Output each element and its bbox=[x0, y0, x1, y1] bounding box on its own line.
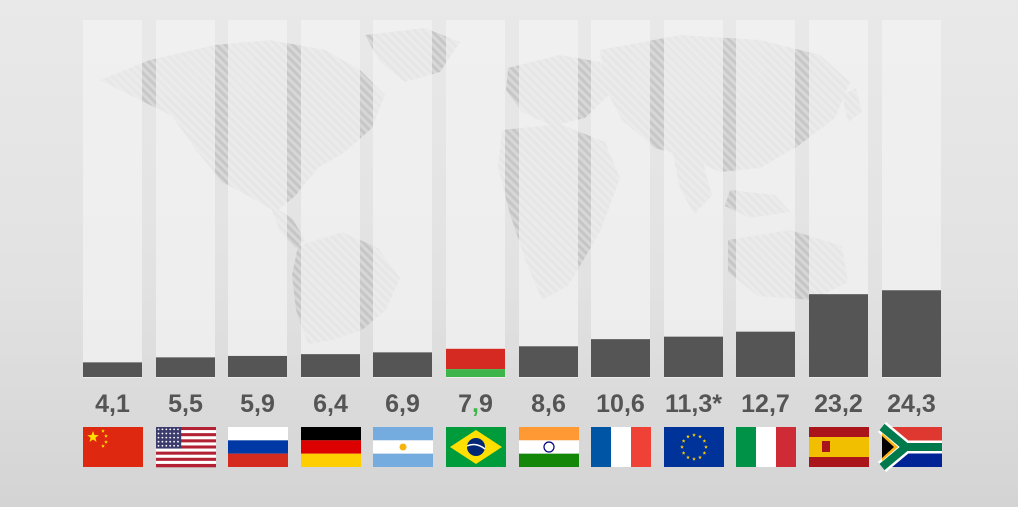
bar-group: 7,9 bbox=[446, 20, 506, 467]
value-label: 5,9 bbox=[240, 390, 275, 418]
germany-flag-icon bbox=[301, 427, 361, 467]
bar-track bbox=[736, 20, 795, 378]
bar-group: 4,1 bbox=[83, 20, 143, 467]
china-flag-icon bbox=[83, 427, 143, 467]
bar-group: 12,7 bbox=[736, 20, 796, 467]
bar bbox=[809, 294, 868, 377]
value-label: 11,3* bbox=[665, 390, 722, 418]
bar-track bbox=[591, 20, 650, 378]
bar-track bbox=[519, 20, 578, 378]
bar bbox=[83, 362, 142, 377]
value-label: 12,7 bbox=[741, 390, 790, 418]
bar bbox=[519, 346, 578, 377]
bar bbox=[301, 354, 360, 377]
bar bbox=[591, 339, 650, 377]
russia-flag-icon bbox=[228, 427, 288, 467]
brazil-flag-icon bbox=[446, 427, 506, 467]
italy-flag-icon bbox=[736, 427, 796, 467]
india-flag-icon bbox=[519, 427, 579, 467]
eu-flag-icon bbox=[664, 427, 724, 467]
argentina-flag-icon bbox=[373, 427, 433, 467]
value-label: 7,9 bbox=[458, 390, 493, 418]
value-label: 10,6 bbox=[596, 390, 645, 418]
bar bbox=[664, 336, 723, 377]
bar-track bbox=[373, 20, 432, 378]
value-label: 24,3 bbox=[887, 390, 936, 418]
bar-group: 23,2 bbox=[809, 20, 869, 467]
value-label: 6,4 bbox=[313, 390, 348, 418]
france-flag-icon bbox=[591, 427, 651, 467]
bar-group: 5,5 bbox=[156, 20, 216, 468]
bar-group: 6,9 bbox=[373, 20, 433, 467]
value-label: 23,2 bbox=[814, 390, 863, 418]
bar bbox=[373, 352, 432, 377]
value-label: 5,5 bbox=[168, 390, 203, 418]
bar-group: 5,9 bbox=[228, 20, 288, 467]
bar-group: 8,6 bbox=[519, 20, 579, 467]
bar bbox=[156, 357, 215, 377]
usa-flag-icon bbox=[156, 427, 216, 468]
bar-group: 10,6 bbox=[591, 20, 651, 467]
bar-track bbox=[228, 20, 287, 378]
bar bbox=[228, 355, 287, 377]
bar bbox=[446, 348, 505, 370]
south-africa-flag-icon bbox=[877, 422, 942, 472]
value-label: 8,6 bbox=[531, 390, 566, 418]
bar-track bbox=[83, 20, 142, 378]
bar-segment bbox=[446, 369, 505, 377]
bar-group: 24,3 bbox=[877, 20, 942, 472]
bar bbox=[736, 331, 795, 377]
bar-track bbox=[301, 20, 360, 378]
value-label: 6,9 bbox=[385, 390, 420, 418]
bar-track bbox=[156, 20, 215, 378]
bar bbox=[882, 290, 941, 377]
spain-flag-icon bbox=[809, 427, 869, 467]
bar-group: 11,3* bbox=[664, 20, 724, 467]
value-label: 4,1 bbox=[95, 390, 130, 418]
bar-track bbox=[664, 20, 723, 378]
bar-group: 6,4 bbox=[301, 20, 361, 467]
bar-track bbox=[446, 20, 505, 378]
